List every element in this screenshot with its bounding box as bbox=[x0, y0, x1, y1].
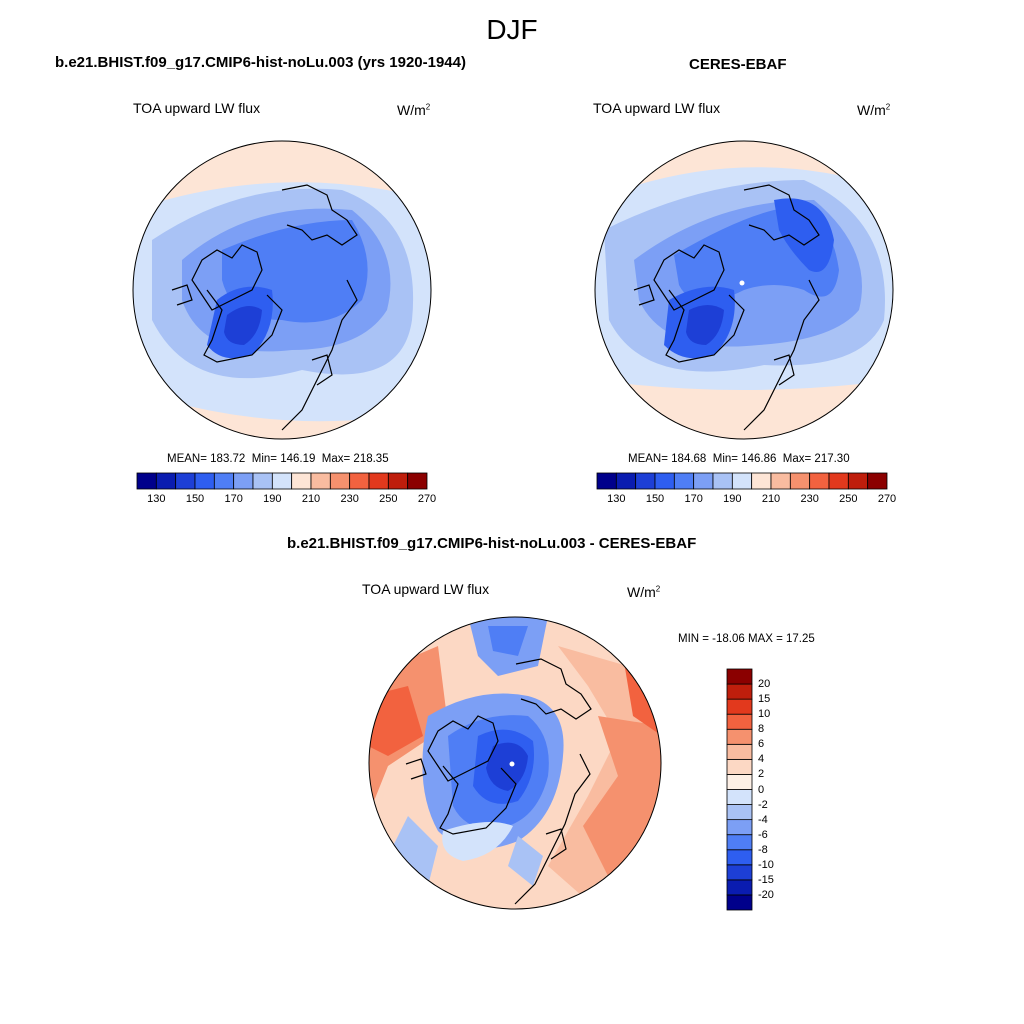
obs-colorbar-swatch bbox=[654, 472, 675, 490]
model-colorbar-swatch bbox=[252, 472, 273, 490]
obs-colorbar-tick-label: 210 bbox=[761, 493, 781, 505]
diff-colorbar-tick-label: 8 bbox=[758, 723, 765, 736]
diff-colorbar-swatch bbox=[726, 879, 753, 896]
model-colorbar-tick-label: 210 bbox=[301, 493, 321, 505]
diff-colorbar-swatch bbox=[726, 864, 753, 881]
obs-colorbar-swatch bbox=[693, 472, 714, 490]
diff-colorbar-tick-label: -4 bbox=[758, 813, 768, 826]
model-colorbar-swatch bbox=[329, 472, 351, 490]
obs-colorbar-swatch bbox=[615, 472, 637, 490]
model-colorbar-swatch bbox=[213, 472, 235, 490]
diff-colorbar-swatch bbox=[726, 758, 753, 775]
model-colorbar-swatch bbox=[387, 472, 409, 490]
obs-colorbar-swatch bbox=[712, 472, 733, 490]
model-colorbar-tick-label: 230 bbox=[340, 493, 359, 505]
obs-colorbar-swatch bbox=[828, 472, 849, 490]
obs-colorbar-swatch bbox=[867, 472, 888, 490]
obs-colorbar-swatch bbox=[809, 472, 830, 490]
diff-colorbar-swatch bbox=[726, 668, 753, 685]
diff-colorbar-swatch bbox=[726, 728, 753, 745]
diff-colorbar-tick-label: 15 bbox=[758, 693, 771, 706]
diff-colorbar-tick-label: -6 bbox=[758, 828, 768, 841]
diff-colorbar-tick-label: 10 bbox=[758, 708, 771, 721]
diff-colorbar-swatch bbox=[726, 774, 753, 790]
diff-units-label: W/m2 bbox=[627, 584, 661, 600]
diff-colorbar-swatch bbox=[726, 819, 753, 836]
obs-colorbar-ticks: 130 150 170 190 210 230 250 270 bbox=[597, 493, 896, 507]
diff-colorbar-swatch bbox=[726, 894, 753, 911]
diff-colorbar-tick-label: 4 bbox=[758, 753, 765, 766]
diff-colorbar-ticks: 20 15 10 8 6 4 2 0 -2 -4 -6 -8 -10 -15 -20 bbox=[758, 669, 798, 910]
model-colorbar-tick-label: 150 bbox=[185, 493, 205, 505]
model-colorbar-tick-label: 250 bbox=[379, 493, 398, 505]
diff-colorbar-tick-label: 6 bbox=[758, 738, 765, 751]
model-colorbar bbox=[136, 472, 428, 490]
diff-colorbar-swatch bbox=[726, 713, 753, 730]
diff-colorbar-tick-label: -20 bbox=[758, 888, 774, 901]
obs-colorbar-tick-label: 270 bbox=[877, 493, 897, 505]
model-colorbar-swatch bbox=[155, 472, 177, 490]
model-stats: MEAN= 183.72 Min= 146.19 Max= 218.35 bbox=[167, 453, 389, 465]
diff-colorbar-tick-label: -8 bbox=[758, 843, 768, 856]
obs-polar-map bbox=[594, 140, 894, 440]
diff-colorbar-swatch bbox=[726, 804, 753, 821]
model-colorbar-swatch bbox=[194, 472, 215, 490]
main-title: DJF bbox=[486, 14, 538, 45]
diff-colorbar-swatch bbox=[726, 789, 753, 805]
obs-colorbar bbox=[596, 472, 888, 490]
model-colorbar-swatch bbox=[310, 472, 331, 490]
model-colorbar-swatch bbox=[175, 472, 196, 490]
model-colorbar-tick-label: 270 bbox=[417, 493, 437, 505]
model-polar-map bbox=[132, 140, 432, 440]
diff-colorbar-swatch bbox=[726, 743, 753, 760]
model-colorbar-ticks: 130 150 170 190 210 230 250 270 bbox=[137, 493, 436, 507]
obs-colorbar-tick-label: 150 bbox=[645, 493, 665, 505]
model-variable-label: TOA upward LW flux bbox=[133, 100, 261, 116]
obs-colorbar-tick-label: 250 bbox=[839, 493, 858, 505]
obs-colorbar-tick-label: 170 bbox=[684, 493, 703, 505]
obs-colorbar-swatch bbox=[770, 472, 791, 490]
diff-colorbar-tick-label: -15 bbox=[758, 873, 774, 886]
model-colorbar-tick-label: 170 bbox=[224, 493, 243, 505]
obs-colorbar-swatch bbox=[731, 472, 753, 490]
obs-colorbar-swatch bbox=[673, 472, 695, 490]
diff-variable-label: TOA upward LW flux bbox=[362, 581, 490, 597]
obs-colorbar-swatch bbox=[751, 472, 772, 490]
diff-colorbar-swatch bbox=[726, 698, 753, 715]
model-colorbar-swatch bbox=[271, 472, 293, 490]
diff-colorbar-swatch bbox=[726, 849, 753, 866]
model-colorbar-swatch bbox=[407, 472, 428, 490]
model-panel-title: b.e21.BHIST.f09_g17.CMIP6-hist-noLu.003 … bbox=[55, 54, 466, 71]
obs-variable-label: TOA upward LW flux bbox=[593, 100, 721, 116]
diff-colorbar-tick-label: -10 bbox=[758, 858, 774, 871]
obs-panel-title: CERES-EBAF bbox=[689, 56, 787, 73]
obs-units-label: W/m2 bbox=[857, 102, 891, 118]
diff-polar-map bbox=[368, 616, 662, 910]
obs-colorbar-swatch bbox=[847, 472, 869, 490]
diff-colorbar bbox=[726, 668, 753, 911]
diff-colorbar-tick-label: 2 bbox=[758, 768, 765, 781]
obs-colorbar-tick-label: 230 bbox=[800, 493, 819, 505]
model-colorbar-swatch bbox=[291, 472, 312, 490]
model-colorbar-tick-label: 130 bbox=[147, 493, 166, 505]
model-units-label: W/m2 bbox=[397, 102, 431, 118]
model-colorbar-swatch bbox=[136, 472, 157, 490]
diff-colorbar-tick-label: 20 bbox=[758, 678, 771, 691]
model-colorbar-swatch bbox=[368, 472, 389, 490]
obs-colorbar-tick-label: 130 bbox=[607, 493, 626, 505]
obs-colorbar-swatch bbox=[596, 472, 617, 490]
diff-colorbar-tick-label: 0 bbox=[758, 783, 765, 796]
diff-colorbar-swatch bbox=[726, 683, 753, 700]
model-colorbar-swatch bbox=[349, 472, 370, 490]
diff-minmax: MIN = -18.06 MAX = 17.25 bbox=[678, 633, 815, 645]
obs-colorbar-swatch bbox=[789, 472, 811, 490]
diff-panel-title: b.e21.BHIST.f09_g17.CMIP6-hist-noLu.003 … bbox=[287, 535, 697, 552]
obs-colorbar-swatch bbox=[635, 472, 656, 490]
diff-colorbar-tick-label: -2 bbox=[758, 798, 768, 811]
diff-colorbar-swatch bbox=[726, 834, 753, 851]
obs-stats: MEAN= 184.68 Min= 146.86 Max= 217.30 bbox=[628, 453, 850, 465]
model-colorbar-swatch bbox=[233, 472, 254, 490]
model-colorbar-tick-label: 190 bbox=[263, 493, 282, 505]
obs-colorbar-tick-label: 190 bbox=[723, 493, 742, 505]
